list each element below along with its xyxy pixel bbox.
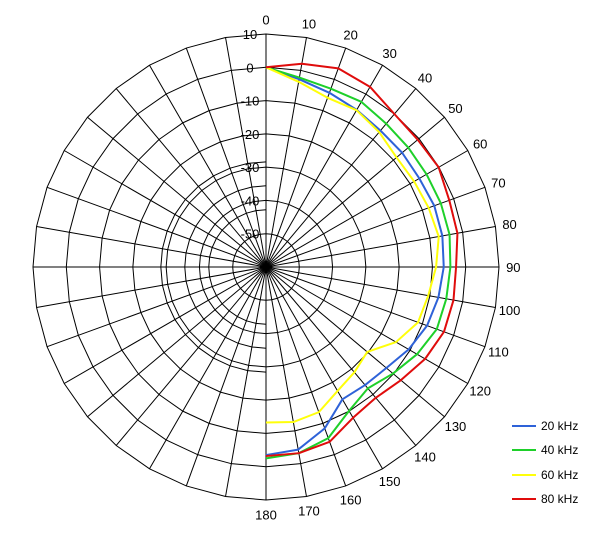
grid-spoke <box>46 186 267 268</box>
series-lines <box>265 62 459 460</box>
angle-tick-labels: 0 10 20 30 40 50 60 70 80 90 100 110 120 130 140 150 160… <box>255 13 520 523</box>
angle-tick-label: 80 <box>502 217 516 232</box>
grid-spoke <box>265 64 383 268</box>
angle-tick-label: 20 <box>343 28 357 43</box>
grid-spoke <box>63 150 267 268</box>
grid-spokes <box>33 34 499 500</box>
series-line <box>265 66 440 424</box>
legend-item: 80 kHz <box>512 490 592 514</box>
angle-tick-label: 50 <box>448 101 462 116</box>
radial-tick-label: -40 <box>241 193 260 208</box>
angle-tick-label: 180 <box>255 507 277 522</box>
grid-spoke <box>46 266 267 348</box>
legend-label: 20 kHz <box>541 419 579 433</box>
grid-spoke <box>265 266 307 497</box>
angle-tick-label: 140 <box>414 449 436 464</box>
legend-label: 80 kHz <box>541 491 579 506</box>
angle-tick-label: 60 <box>473 136 487 151</box>
legend-item: 20 kHz <box>512 417 592 441</box>
radial-tick-label: 10 <box>243 27 257 42</box>
grid-spoke <box>265 266 469 384</box>
angle-tick-label: 100 <box>499 303 521 318</box>
grid-spoke <box>265 266 383 470</box>
series-line <box>265 66 452 460</box>
grid-spoke <box>149 266 267 470</box>
series-line <box>265 62 459 458</box>
angle-tick-label: 90 <box>506 260 520 275</box>
grid-spoke <box>36 226 267 268</box>
grid-spoke <box>225 266 267 497</box>
grid-spoke <box>87 266 267 418</box>
angle-tick-label: 170 <box>298 504 320 519</box>
angle-tick-label: 120 <box>469 384 491 399</box>
angle-tick-label: 30 <box>382 46 396 61</box>
grid-spoke <box>63 266 267 384</box>
radial-tick-label: -30 <box>241 160 260 175</box>
radial-tick-label: -10 <box>241 94 260 109</box>
legend-label: 40 kHz <box>541 443 579 458</box>
grid-spoke <box>115 88 267 268</box>
grid-spoke <box>265 266 496 308</box>
grid-spoke <box>149 64 267 268</box>
grid-spoke <box>265 37 307 268</box>
grid-spoke <box>265 150 469 268</box>
legend-item: 40 kHz <box>512 441 592 465</box>
angle-tick-label: 40 <box>418 71 432 86</box>
radial-tick-label: -50 <box>241 227 260 242</box>
legend-item: 60 kHz <box>512 466 592 490</box>
angle-tick-label: 110 <box>488 345 509 360</box>
radial-tick-label: -20 <box>241 127 260 142</box>
grid-spoke <box>225 37 267 268</box>
grid-spoke <box>265 266 445 418</box>
grid-spoke <box>265 47 347 268</box>
grid-spoke <box>87 116 267 268</box>
legend-swatch <box>512 473 536 476</box>
legend-label: 60 kHz <box>541 467 579 482</box>
angle-tick-label: 10 <box>302 16 316 31</box>
grid-spoke <box>36 266 267 308</box>
radial-tick-labels: 10 0 -10 -20 -30 -40 -50 <box>241 27 260 242</box>
grid-spoke <box>185 266 267 487</box>
legend-swatch <box>512 449 536 452</box>
angle-tick-label: 130 <box>445 419 467 434</box>
grid-spoke <box>265 266 347 487</box>
chart-legend: 20 kHz 40 kHz 60 kHz 80 kHz <box>512 417 592 514</box>
angle-tick-label: 160 <box>340 492 362 507</box>
grid-spoke <box>185 47 267 268</box>
grid-spoke <box>265 116 445 268</box>
legend-swatch <box>512 425 536 427</box>
grid-spoke <box>265 88 417 268</box>
legend-swatch <box>512 497 536 500</box>
angle-tick-label: 70 <box>491 175 505 190</box>
angle-tick-label: 0 <box>262 13 269 28</box>
grid-spoke <box>115 266 267 446</box>
radial-tick-label: 0 <box>246 60 253 75</box>
grid-spoke <box>265 266 417 446</box>
angle-tick-label: 150 <box>379 474 401 489</box>
grid-spoke <box>265 266 486 348</box>
